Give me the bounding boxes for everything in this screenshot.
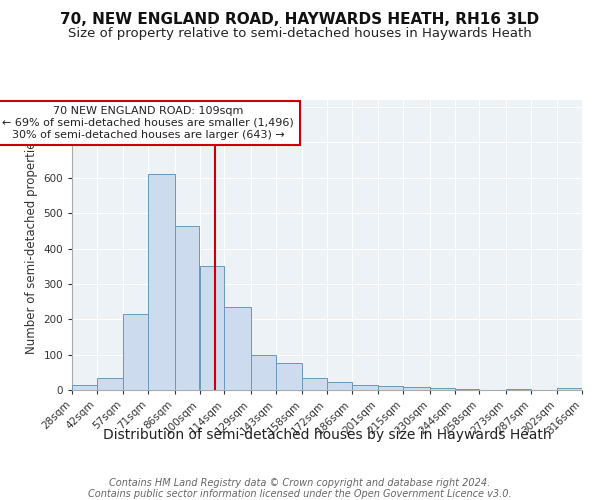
Bar [430,388,455,390]
Bar [97,378,124,390]
Bar [302,378,327,390]
Bar [72,385,97,390]
Bar [455,388,479,390]
Bar [275,364,302,390]
Text: Contains public sector information licensed under the Open Government Licence v3: Contains public sector information licen… [88,489,512,499]
Bar [224,307,251,390]
Text: Size of property relative to semi-detached houses in Haywards Heath: Size of property relative to semi-detach… [68,28,532,40]
Bar [251,354,275,390]
Text: Contains HM Land Registry data © Crown copyright and database right 2024.: Contains HM Land Registry data © Crown c… [109,478,491,488]
Bar [379,386,403,390]
Bar [175,226,199,390]
Bar [506,388,530,390]
Bar [148,174,175,390]
Bar [403,387,430,390]
Text: 70, NEW ENGLAND ROAD, HAYWARDS HEATH, RH16 3LD: 70, NEW ENGLAND ROAD, HAYWARDS HEATH, RH… [61,12,539,28]
Text: 70 NEW ENGLAND ROAD: 109sqm
← 69% of semi-detached houses are smaller (1,496)
30: 70 NEW ENGLAND ROAD: 109sqm ← 69% of sem… [2,106,294,140]
Bar [352,386,379,390]
Bar [557,388,582,390]
Y-axis label: Number of semi-detached properties: Number of semi-detached properties [25,136,38,354]
Bar [124,314,148,390]
Bar [327,382,352,390]
Bar [199,266,224,390]
Text: Distribution of semi-detached houses by size in Haywards Heath: Distribution of semi-detached houses by … [103,428,551,442]
